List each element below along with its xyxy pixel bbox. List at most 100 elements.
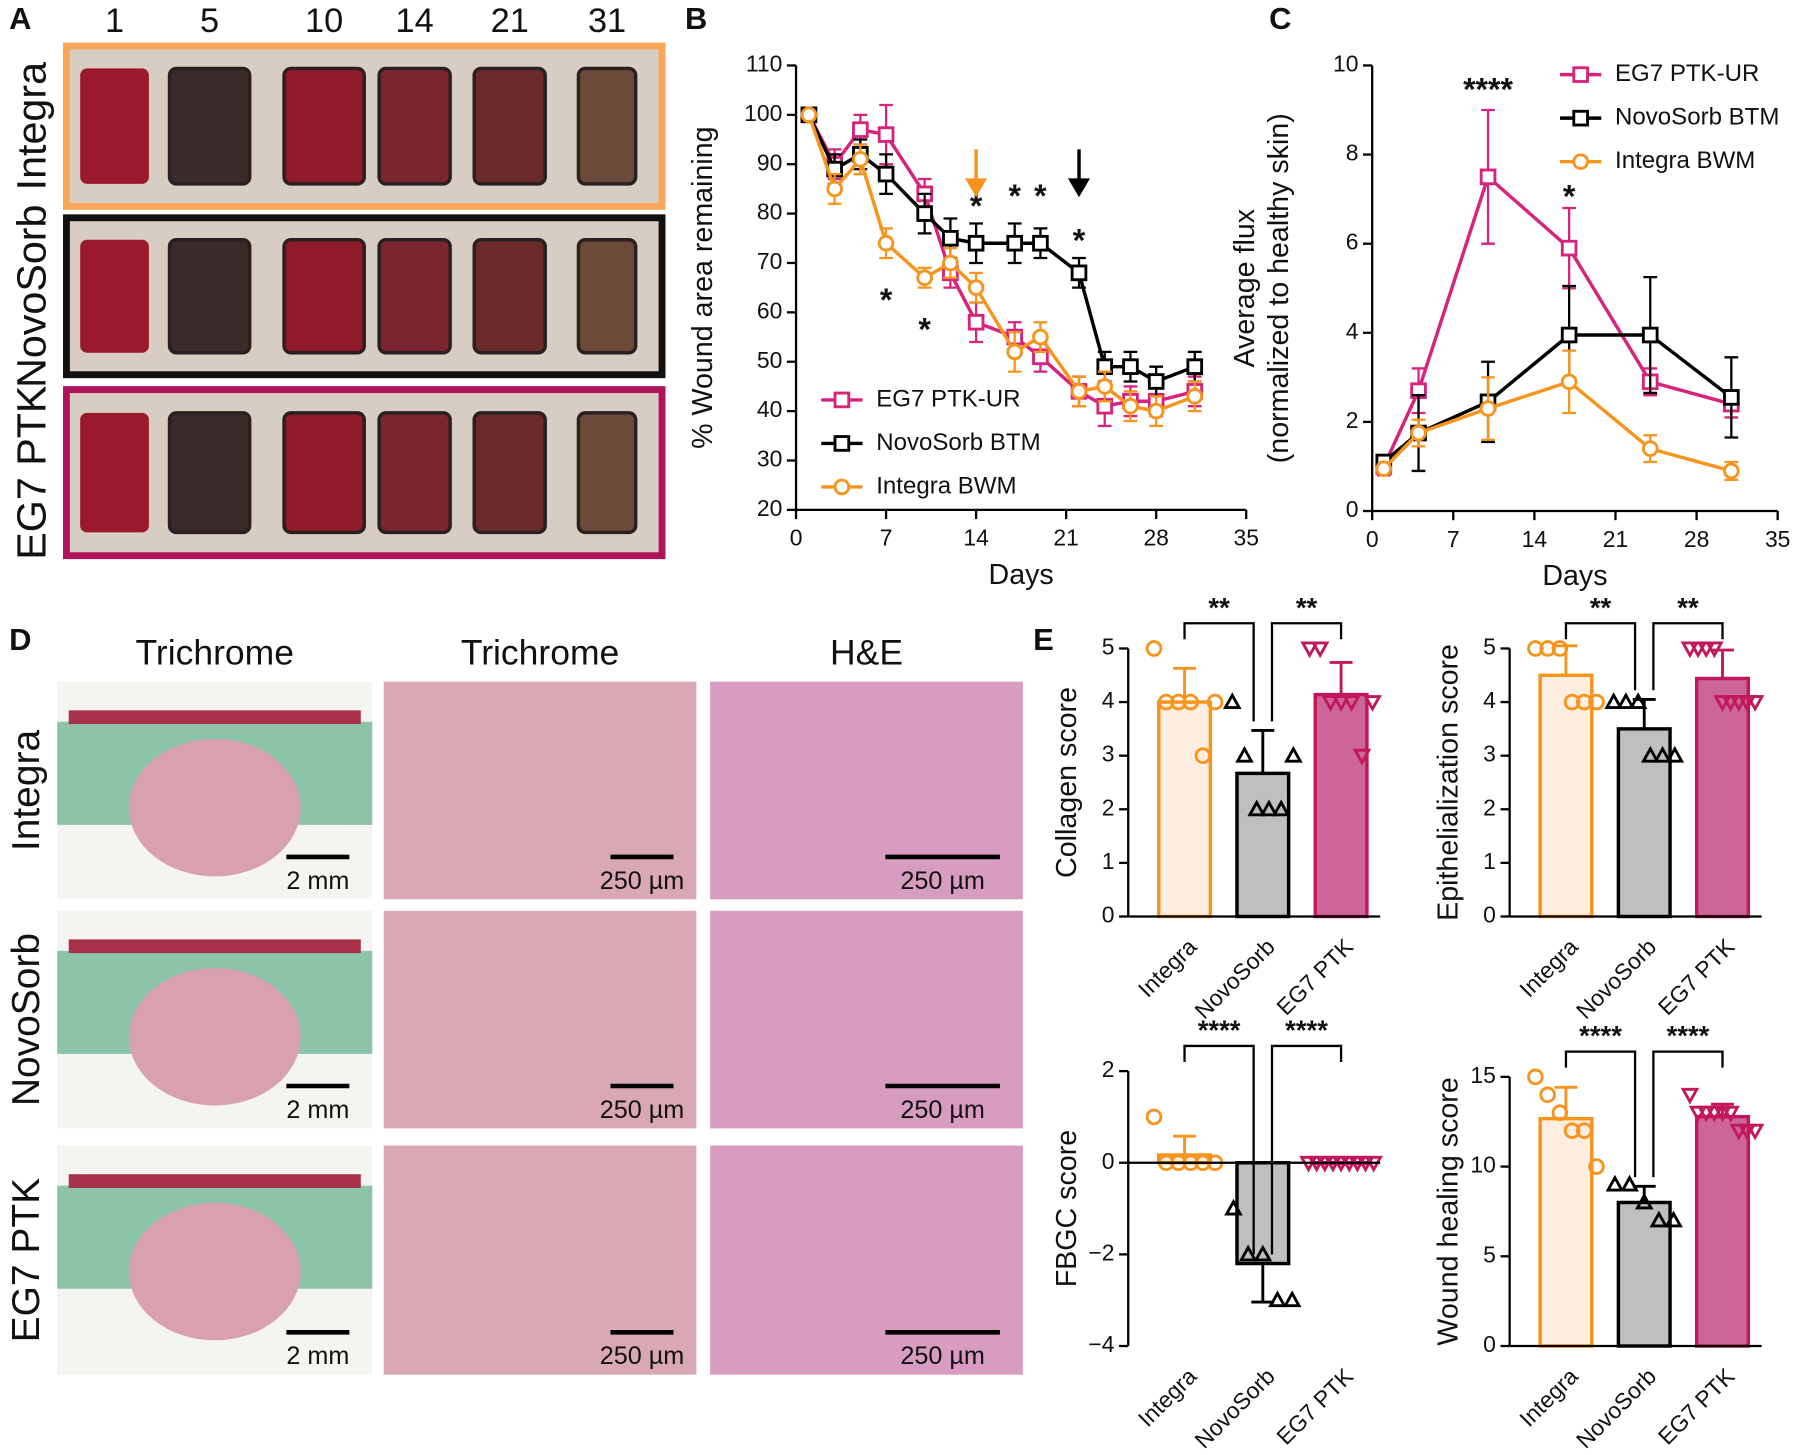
y-tick-label: −2 (1088, 1239, 1114, 1265)
data-point (877, 165, 895, 183)
wound (80, 68, 149, 184)
x-axis-label: Days (1542, 560, 1607, 592)
x-tick-label: NovoSorb (1571, 1363, 1661, 1453)
data-point (1247, 799, 1267, 817)
x-tick-label: 21 (1053, 525, 1078, 551)
data-point (1616, 692, 1636, 710)
significance-label: ** (1296, 592, 1318, 623)
wound (472, 238, 547, 355)
data-point (1745, 1123, 1765, 1141)
data-point (1206, 693, 1224, 711)
legend-marker (833, 478, 851, 496)
data-point (1560, 373, 1578, 391)
y-axis-label: FBGC score (1051, 1130, 1083, 1287)
y-tick-label: 0 (1483, 902, 1496, 928)
data-point (942, 254, 959, 272)
y-tick-label: 6 (1346, 229, 1359, 255)
row-label: Integra (8, 62, 54, 190)
data-point (1527, 640, 1544, 657)
bar (1538, 673, 1594, 919)
y-tick-label: 80 (757, 199, 782, 225)
data-point (1745, 695, 1765, 712)
row-label: Integra (5, 730, 48, 852)
y-axis-label: Wound healing score (1433, 1077, 1465, 1345)
significance-bracket (1183, 1044, 1255, 1255)
wound (377, 66, 452, 186)
data-point (1032, 328, 1049, 346)
wound (167, 411, 252, 535)
error-bar (1251, 729, 1275, 774)
data-point (1588, 1158, 1605, 1175)
y-tick-label: 3 (1102, 741, 1115, 767)
x-tick-label: 7 (1447, 526, 1460, 552)
data-point (1006, 343, 1024, 361)
wound (576, 238, 638, 355)
data-point (1641, 440, 1659, 457)
wound (282, 66, 366, 186)
x-tick-label: 14 (963, 525, 989, 551)
data-point (1551, 1104, 1569, 1122)
data-point (1070, 264, 1088, 282)
y-tick-label: 8 (1346, 140, 1359, 166)
x-tick-label: 7 (880, 525, 893, 551)
micrograph (710, 1145, 1023, 1375)
legend-marker (833, 391, 851, 409)
annotation: * (1073, 223, 1086, 259)
y-tick-label: 2 (1346, 407, 1359, 433)
data-point (1620, 1174, 1639, 1192)
day-label: 5 (200, 2, 219, 40)
wound (80, 412, 149, 533)
x-tick-label: EG7 PTK (1271, 1362, 1358, 1449)
y-tick-label: 110 (746, 51, 783, 77)
annotation: * (918, 312, 931, 348)
data-point (1664, 1210, 1683, 1228)
data-point (1122, 358, 1139, 375)
data-point (1705, 641, 1724, 659)
row-label: NovoSorb (5, 933, 48, 1106)
y-tick-label: 0 (1102, 1148, 1115, 1174)
y-tick-label: 0 (1346, 496, 1359, 522)
y-tick-label: 0 (1102, 902, 1115, 928)
data-point (1575, 1122, 1593, 1139)
data-point (1539, 640, 1556, 657)
data-point (1224, 1198, 1243, 1216)
y-axis-label: % Wound area remaining (687, 126, 719, 448)
x-tick-label: EG7 PTK (1271, 933, 1358, 1020)
data-point (1634, 1192, 1654, 1210)
data-point (1321, 695, 1340, 712)
annotation: * (880, 282, 893, 318)
error-bar (1251, 1263, 1275, 1304)
significance-bracket (1270, 622, 1343, 722)
significance-bracket (1652, 1050, 1724, 1178)
data-point (1182, 693, 1199, 711)
scale-bar-label: 250 µm (900, 1342, 985, 1370)
significance-label: ** (1677, 592, 1699, 623)
wound (472, 66, 547, 186)
annotation: * (1034, 178, 1047, 214)
data-point (1145, 640, 1163, 657)
wound (282, 411, 366, 535)
legend-marker (1572, 66, 1589, 83)
wound (576, 66, 638, 186)
epidermis (68, 1174, 361, 1188)
panel-label: B (685, 1, 707, 36)
data-point (800, 106, 818, 124)
x-tick-label: 28 (1684, 526, 1709, 552)
y-tick-label: 5 (1102, 634, 1115, 660)
significance-bracket (1564, 1050, 1637, 1178)
x-tick-label: Integra (1133, 933, 1202, 1002)
arrow (1067, 149, 1091, 198)
data-point (1310, 641, 1330, 659)
series-line (1382, 379, 1732, 473)
legend-label: EG7 PTK-UR (1615, 60, 1759, 87)
y-tick-label: 20 (757, 495, 782, 521)
data-point (1628, 692, 1648, 710)
row-label: EG7 PTK (8, 385, 54, 560)
scale-bar-label: 2 mm (286, 1096, 349, 1124)
data-point (1194, 747, 1212, 764)
y-tick-label: 10 (1470, 1152, 1495, 1178)
y-tick-label: 1 (1483, 848, 1496, 874)
day-label: 10 (305, 2, 343, 40)
epidermis (68, 939, 361, 954)
data-point (1527, 1068, 1544, 1086)
